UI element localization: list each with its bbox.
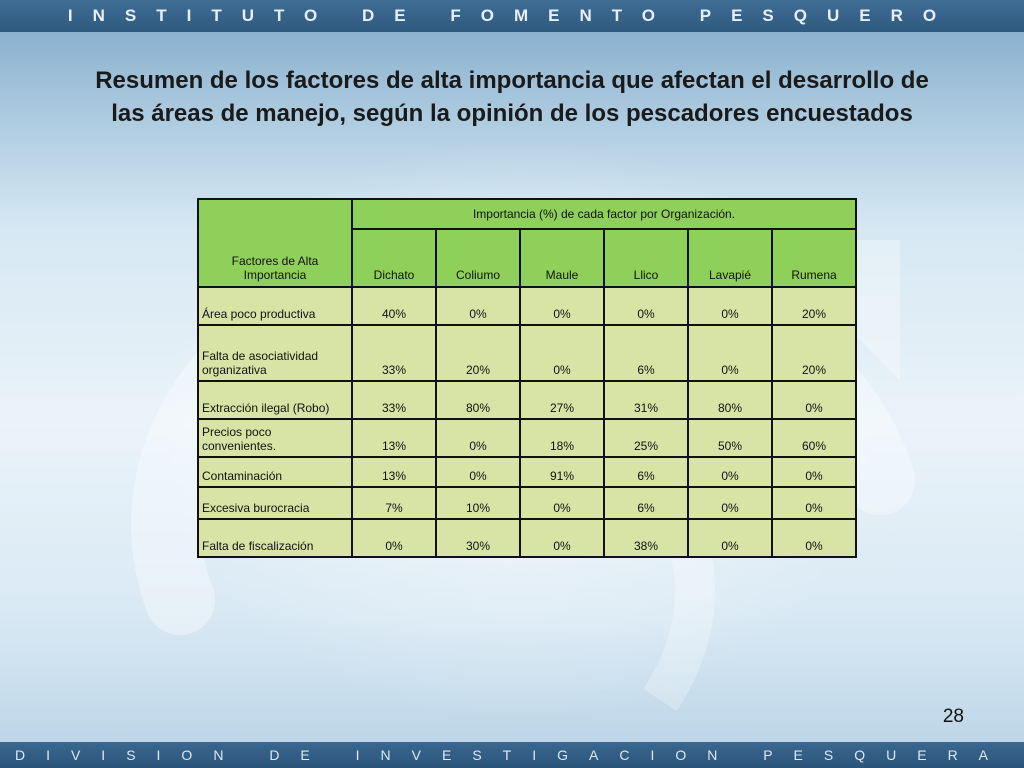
factor-cell: Falta de fiscalización [197, 518, 353, 558]
percentage-cell: 80% [687, 380, 773, 420]
factor-cell: Contaminación [197, 456, 353, 488]
table-row: Área poco productiva 40% 0% 0% 0% 0% 20% [197, 286, 857, 326]
percentage-cell: 91% [519, 456, 605, 488]
percentage-cell: 20% [435, 324, 521, 382]
title-line-1: Resumen de los factores de alta importan… [95, 67, 929, 94]
percentage-cell: 7% [351, 486, 437, 520]
percentage-cell: 13% [351, 456, 437, 488]
page-number: 28 [942, 706, 964, 727]
percentage-cell: 0% [435, 418, 521, 458]
percentage-cell: 0% [771, 380, 857, 420]
table-row: Precios poco convenientes. 13% 0% 18% 25% 50%… [197, 418, 857, 458]
percentage-cell: 20% [771, 286, 857, 326]
percentage-cell: 30% [435, 518, 521, 558]
organization-column-header: Lavapié [687, 228, 773, 288]
percentage-cell: 0% [771, 456, 857, 488]
percentage-cell: 40% [351, 286, 437, 326]
percentage-cell: 27% [519, 380, 605, 420]
organization-column-header: Rumena [771, 228, 857, 288]
group-column-header: Importancia (%) de cada factor por Organ… [351, 198, 857, 230]
percentage-cell: 0% [687, 518, 773, 558]
percentage-cell: 0% [687, 286, 773, 326]
percentage-cell: 60% [771, 418, 857, 458]
percentage-cell: 0% [519, 518, 605, 558]
factor-cell: Excesiva burocracia [197, 486, 353, 520]
percentage-cell: 0% [519, 486, 605, 520]
percentage-cell: 33% [351, 380, 437, 420]
percentage-cell: 0% [435, 456, 521, 488]
percentage-cell: 0% [771, 518, 857, 558]
percentage-cell: 13% [351, 418, 437, 458]
organization-column-header: Coliumo [435, 228, 521, 288]
percentage-cell: 10% [435, 486, 521, 520]
percentage-cell: 0% [687, 324, 773, 382]
percentage-cell: 0% [519, 286, 605, 326]
percentage-cell: 6% [603, 324, 689, 382]
percentage-cell: 31% [603, 380, 689, 420]
percentage-cell: 0% [687, 486, 773, 520]
title-line-2: las áreas de manejo, según la opinión de… [111, 100, 913, 127]
percentage-cell: 0% [519, 324, 605, 382]
slide-title: Resumen de los factores de alta importan… [60, 64, 964, 130]
header-banner: INSTITUTO DE FOMENTO PESQUERO [0, 0, 1024, 32]
table-row: Extracción ilegal (Robo) 33% 80% 27% 31% 80% 0… [197, 380, 857, 420]
factor-column-header: Factores de Alta Importancia [197, 198, 353, 288]
factor-cell: Precios poco convenientes. [197, 418, 353, 458]
table-row: Excesiva burocracia 7% 10% 0% 6% 0% 0% [197, 486, 857, 520]
percentage-cell: 18% [519, 418, 605, 458]
percentage-cell: 38% [603, 518, 689, 558]
factor-cell: Extracción ilegal (Robo) [197, 380, 353, 420]
percentage-cell: 6% [603, 486, 689, 520]
percentage-cell: 33% [351, 324, 437, 382]
organization-column-header: Dichato [351, 228, 437, 288]
factors-table: Factores de Alta Importancia Importancia … [197, 198, 857, 558]
percentage-cell: 20% [771, 324, 857, 382]
percentage-cell: 0% [435, 286, 521, 326]
organization-column-header: Maule [519, 228, 605, 288]
factor-cell: Falta de asociatividad organizativa [197, 324, 353, 382]
percentage-cell: 0% [687, 456, 773, 488]
percentage-cell: 0% [603, 286, 689, 326]
footer-banner: DIVISION DE INVESTIGACION PESQUERA [0, 742, 1024, 768]
table-row: Contaminación 13% 0% 91% 6% 0% 0% [197, 456, 857, 488]
percentage-cell: 6% [603, 456, 689, 488]
percentage-cell: 0% [351, 518, 437, 558]
organization-column-header: Llico [603, 228, 689, 288]
table-row: Falta de asociatividad organizativa 33% 20… [197, 324, 857, 382]
factor-cell: Área poco productiva [197, 286, 353, 326]
percentage-cell: 25% [603, 418, 689, 458]
percentage-cell: 80% [435, 380, 521, 420]
percentage-cell: 0% [771, 486, 857, 520]
table-row: Falta de fiscalización 0% 30% 0% 38% 0% 0% [197, 518, 857, 558]
percentage-cell: 50% [687, 418, 773, 458]
